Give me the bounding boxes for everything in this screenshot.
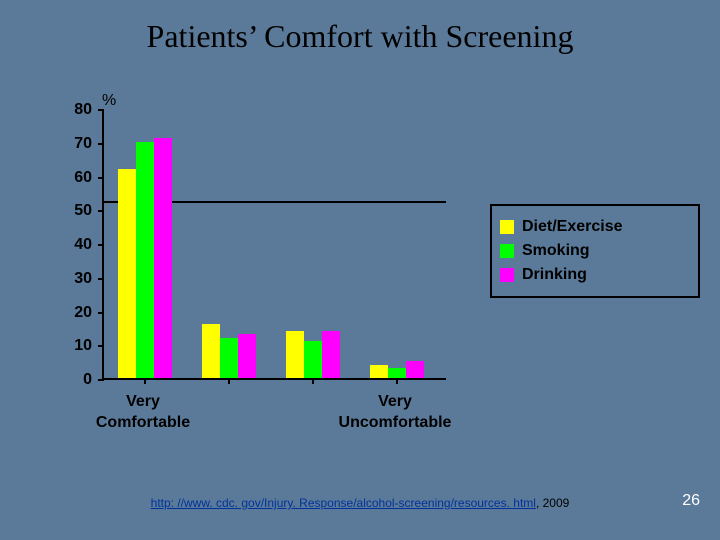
y-axis-unit: % xyxy=(102,92,116,110)
x-tick-mark xyxy=(396,378,398,384)
y-tick-mark xyxy=(98,379,104,381)
y-tick-label: 50 xyxy=(46,202,92,220)
bar xyxy=(286,331,304,378)
y-tick-label: 30 xyxy=(46,270,92,288)
x-axis-label: VeryUncomfortable xyxy=(305,392,485,434)
bar-group xyxy=(286,331,340,378)
y-tick-label: 60 xyxy=(46,169,92,187)
bar xyxy=(238,334,256,378)
legend-item: Smoking xyxy=(500,242,690,260)
bar xyxy=(118,169,136,378)
y-tick-mark xyxy=(98,244,104,246)
legend: Diet/Exercise Smoking Drinking xyxy=(490,204,700,298)
source-citation: http: //www. cdc. gov/Injury. Response/a… xyxy=(0,496,720,510)
y-tick-mark xyxy=(98,143,104,145)
plot-area xyxy=(102,110,446,380)
y-tick-label: 0 xyxy=(46,371,92,389)
legend-swatch xyxy=(500,220,514,234)
bar-group xyxy=(202,324,256,378)
x-axis-label: VeryComfortable xyxy=(53,392,233,434)
y-tick-mark xyxy=(98,312,104,314)
bar xyxy=(136,142,154,378)
x-tick-mark xyxy=(228,378,230,384)
legend-swatch xyxy=(500,244,514,258)
bar-group xyxy=(370,361,424,378)
y-tick-label: 70 xyxy=(46,135,92,153)
y-tick-label: 10 xyxy=(46,337,92,355)
page-title: Patients’ Comfort with Screening xyxy=(0,18,720,55)
slide: Patients’ Comfort with Screening % 0 10 20… xyxy=(0,0,720,540)
bar-chart: % 01020304050607080 xyxy=(46,100,446,380)
bar-group xyxy=(118,138,172,378)
y-tick-label: 40 xyxy=(46,236,92,254)
bar xyxy=(202,324,220,378)
legend-item: Diet/Exercise xyxy=(500,218,690,236)
y-tick-mark xyxy=(98,109,104,111)
bar xyxy=(388,368,406,378)
bar xyxy=(220,338,238,379)
y-tick-label: 80 xyxy=(46,101,92,119)
y-axis: 0 10 20 30 40 50 60 70 80 xyxy=(46,100,98,390)
bar xyxy=(304,341,322,378)
bar xyxy=(322,331,340,378)
bar xyxy=(154,138,172,378)
x-tick-mark xyxy=(144,378,146,384)
page-number: 26 xyxy=(682,492,700,510)
y-tick-mark xyxy=(98,210,104,212)
bar xyxy=(406,361,424,378)
y-tick-mark xyxy=(98,345,104,347)
source-link[interactable]: http: //www. cdc. gov/Injury. Response/a… xyxy=(151,496,536,510)
legend-label: Diet/Exercise xyxy=(522,218,623,236)
y-tick-mark xyxy=(98,278,104,280)
bar xyxy=(370,365,388,379)
source-suffix: , 2009 xyxy=(536,496,569,510)
legend-label: Smoking xyxy=(522,242,590,260)
y-tick-label: 20 xyxy=(46,304,92,322)
legend-label: Drinking xyxy=(522,266,587,284)
legend-swatch xyxy=(500,268,514,282)
x-tick-mark xyxy=(312,378,314,384)
y-tick-mark xyxy=(98,177,104,179)
legend-item: Drinking xyxy=(500,266,690,284)
